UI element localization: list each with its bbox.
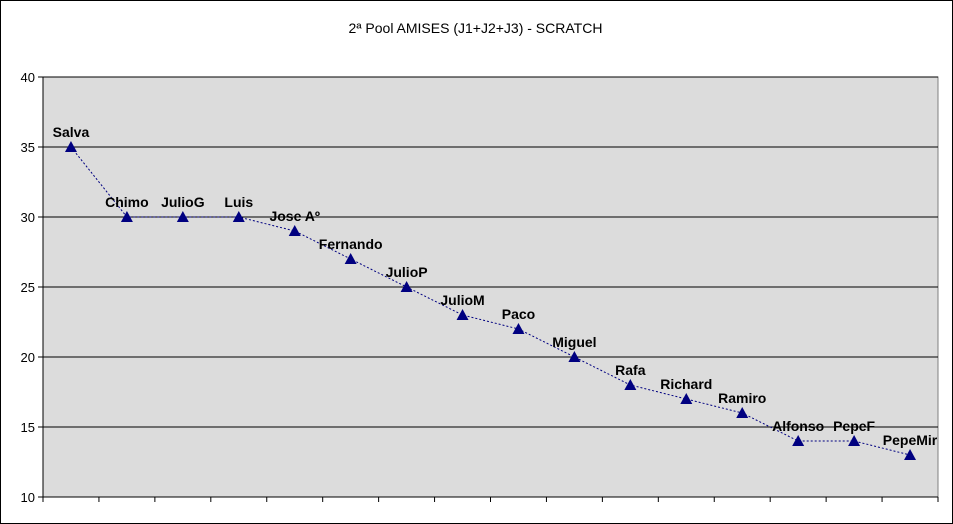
y-tick-label: 25 xyxy=(21,280,35,295)
y-tick-label: 40 xyxy=(21,70,35,85)
data-label: Salva xyxy=(53,124,90,140)
data-point-marker xyxy=(344,253,357,264)
y-axis: 10 15 20 25 30 35 40 xyxy=(21,70,44,505)
data-point-marker xyxy=(288,225,301,236)
data-label: JulioP xyxy=(386,264,428,280)
data-point-marker xyxy=(232,211,245,222)
data-point-marker xyxy=(568,351,581,362)
y-tick-label: 20 xyxy=(21,350,35,365)
data-label: Luis xyxy=(224,194,253,210)
y-tick-label: 35 xyxy=(21,140,35,155)
data-label: PepeMir xyxy=(883,432,938,448)
data-point-marker xyxy=(624,379,637,390)
data-point-marker xyxy=(736,407,749,418)
data-label: Rafa xyxy=(615,362,646,378)
data-label: Fernando xyxy=(319,236,383,252)
data-point-marker xyxy=(680,393,693,404)
data-label: Jose Aº xyxy=(269,208,320,224)
data-point-marker xyxy=(456,309,469,320)
series-line xyxy=(70,146,911,456)
series-markers xyxy=(64,141,917,460)
y-tick-label: 15 xyxy=(21,420,35,435)
data-point-marker xyxy=(64,141,77,152)
data-label: Ramiro xyxy=(718,390,766,406)
data-point-marker xyxy=(904,449,917,460)
data-point-marker xyxy=(512,323,525,334)
data-label: Paco xyxy=(502,306,535,322)
data-label: JulioG xyxy=(161,194,205,210)
gridlines xyxy=(43,76,938,428)
data-label: Richard xyxy=(660,376,712,392)
y-tick-label: 10 xyxy=(21,490,35,505)
x-axis xyxy=(42,496,939,502)
chart-title: 2ª Pool AMISES (J1+J2+J3) - SCRATCH xyxy=(348,20,603,36)
data-point-marker xyxy=(400,281,413,292)
data-label: Alfonso xyxy=(772,418,824,434)
data-point-marker xyxy=(176,211,189,222)
data-label: JulioM xyxy=(440,292,484,308)
data-point-marker xyxy=(792,435,805,446)
data-label: PepeF xyxy=(833,418,875,434)
data-point-marker xyxy=(120,211,133,222)
data-label: Miguel xyxy=(552,334,596,350)
data-label: Chimo xyxy=(105,194,149,210)
y-tick-label: 30 xyxy=(21,210,35,225)
data-point-marker xyxy=(848,435,861,446)
